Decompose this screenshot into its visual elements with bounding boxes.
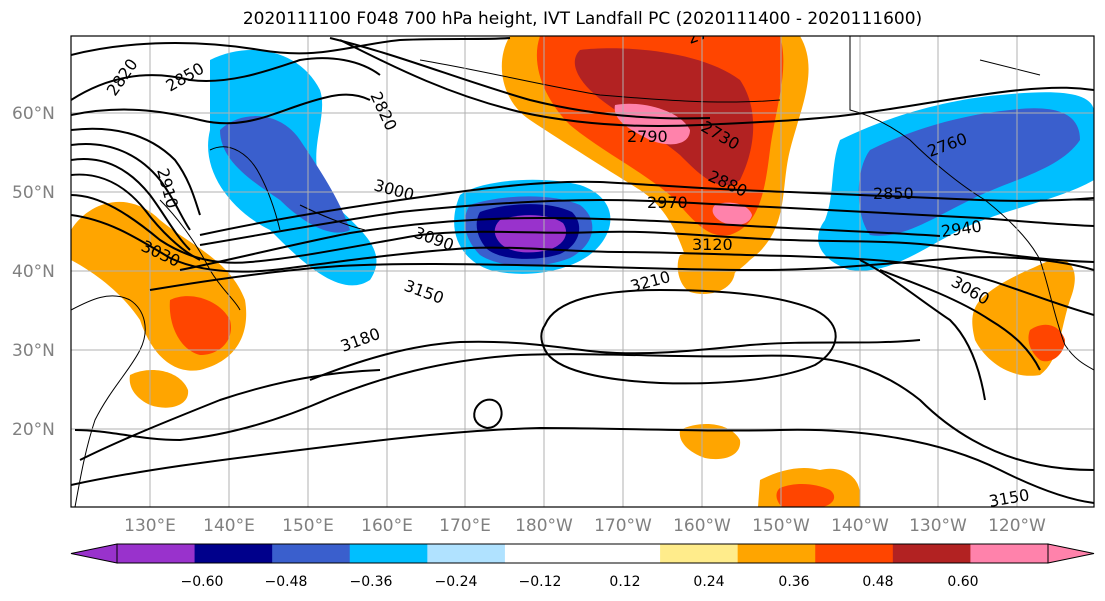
contour-label: 3150: [987, 485, 1030, 511]
lon-label: 130°E: [124, 516, 176, 536]
colorbar-tick-label: 0.36: [778, 574, 809, 590]
map-title: 2020111100 F048 700 hPa height, IVT Land…: [242, 9, 923, 29]
lat-label: 50°N: [12, 183, 55, 203]
colorbar-frame: [116, 543, 1049, 564]
lon-label: 150°W: [752, 516, 810, 536]
lon-label: 170°W: [594, 516, 652, 536]
lat-label: 20°N: [12, 420, 55, 440]
colorbar-segment: [815, 544, 894, 563]
colorbar-segment: [427, 544, 506, 563]
colorbar-segment: [737, 544, 816, 563]
colorbar-segment: [117, 544, 196, 563]
lon-label: 140°W: [831, 516, 889, 536]
contour-label: 2970: [647, 193, 688, 212]
lat-label: 30°N: [12, 341, 55, 361]
colorbar-tick-label: 0.12: [609, 574, 640, 590]
colorbar-tick-label: −0.60: [181, 574, 224, 590]
colorbar-segment: [970, 544, 1049, 563]
longitude-labels: 130°E 140°E 150°E 160°E 170°E 180°W 170°…: [124, 516, 1046, 536]
height-contours: [71, 37, 1094, 504]
lat-label: 60°N: [12, 104, 55, 124]
colorbar-segment: [892, 544, 971, 563]
colorbar-segment: [504, 544, 583, 563]
latitude-labels: 60°N 50°N 40°N 30°N 20°N: [12, 104, 55, 440]
lat-label: 40°N: [12, 262, 55, 282]
lon-label: 170°E: [439, 516, 491, 536]
colorbar-segment: [660, 544, 739, 563]
colorbar-tick-label: −0.48: [265, 574, 308, 590]
contour-label: 2790: [627, 127, 668, 146]
ivt-positive-shading: [71, 36, 1075, 507]
colorbar-segment: [194, 544, 273, 563]
colorbar-tick-label: 0.48: [862, 574, 893, 590]
colorbar-segment: [582, 544, 661, 563]
colorbar-tick-label: 0.60: [947, 574, 978, 590]
map-area: 2820 2850 2820 2910 3000 3030 3090 3150 …: [71, 16, 1094, 511]
lon-label: 160°W: [673, 516, 731, 536]
map-frame: [70, 35, 1095, 508]
colorbar-segment: [349, 544, 428, 563]
lon-label: 180°W: [515, 516, 573, 536]
colorbar-tick-label: −0.12: [519, 574, 562, 590]
colorbar-tick-label: −0.36: [350, 574, 393, 590]
colorbar-tick-label: 0.24: [693, 574, 724, 590]
lon-label: 150°E: [282, 516, 334, 536]
lon-label: 120°W: [988, 516, 1046, 536]
contour-label: 2760: [685, 16, 730, 48]
colorbar-tick-label: −0.24: [435, 574, 478, 590]
lon-label: 140°E: [203, 516, 255, 536]
contour-label: 2850: [873, 184, 914, 203]
colorbar-segment: [272, 544, 351, 563]
contour-label: 3120: [692, 235, 733, 254]
colorbar-tick-labels: −0.60 −0.48 −0.36 −0.24 −0.12 0.12 0.24 …: [181, 574, 979, 590]
colorbar-max-extend: [1047, 543, 1095, 564]
colorbar: [70, 543, 1095, 564]
lon-label: 160°E: [361, 516, 413, 536]
colorbar-min-extend: [70, 543, 118, 564]
lon-label: 130°W: [909, 516, 967, 536]
